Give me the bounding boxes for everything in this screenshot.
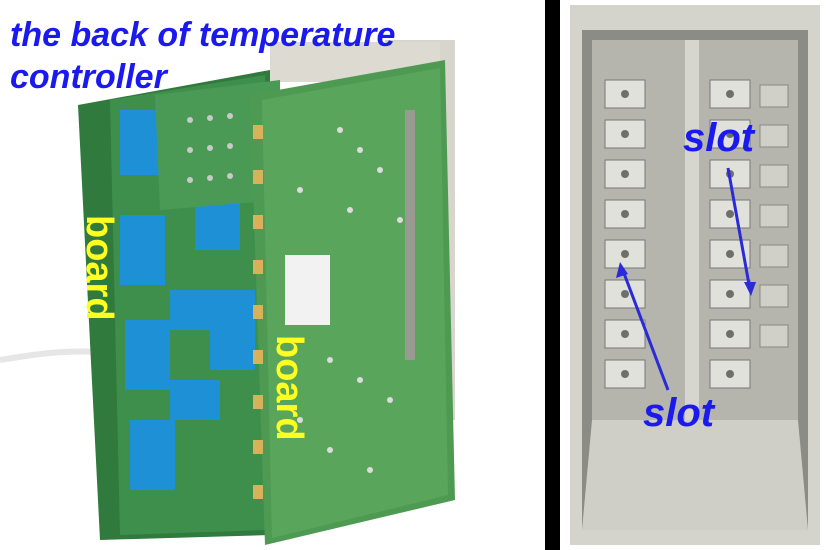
- caption-line-2: controller: [10, 58, 167, 96]
- controller-back-photo: the back of temperature controller board…: [0, 16, 455, 545]
- board-label-right: board: [268, 335, 310, 441]
- image-divider: [545, 0, 560, 550]
- caption-line-1: the back of temperature: [10, 16, 396, 54]
- housing-slots-illustration: [570, 5, 820, 545]
- slot-label-bottom: slot: [643, 391, 715, 435]
- controller-housing-photo: slot slot: [560, 0, 827, 550]
- slot-label-top: slot: [683, 116, 755, 160]
- controller-back-illustration: [0, 40, 455, 545]
- board-label-left: board: [78, 215, 120, 321]
